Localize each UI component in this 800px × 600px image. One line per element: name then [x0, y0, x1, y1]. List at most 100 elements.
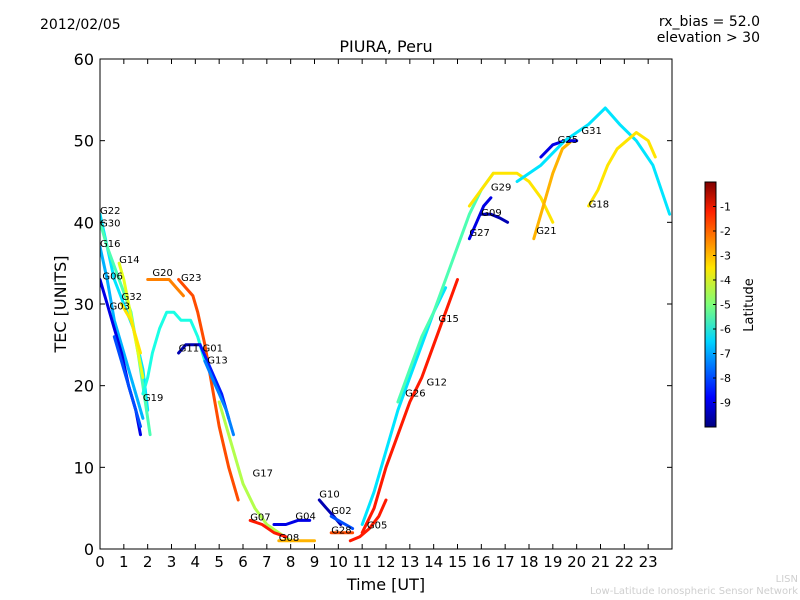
series-line-g15 — [396, 171, 495, 404]
prn-label-g18: G18 — [589, 200, 609, 211]
x-tick-label: 3 — [167, 553, 177, 571]
series-line-g20 — [146, 278, 185, 298]
x-tick-label: 21 — [591, 553, 610, 571]
prn-label-g28: G28 — [331, 526, 351, 537]
prn-label-g10: G10 — [319, 490, 339, 501]
prn-label-g06: G06 — [102, 272, 122, 283]
x-tick-label: 20 — [567, 553, 586, 571]
x-axis-label: Time [UT] — [346, 575, 425, 594]
prn-label-g22: G22 — [100, 206, 120, 217]
series-line-g13 — [203, 359, 235, 437]
x-tick-label: 18 — [519, 553, 538, 571]
prn-label-g07: G07 — [250, 512, 270, 523]
colorbar-tick-label: -3 — [720, 250, 731, 263]
prn-label-g32: G32 — [122, 292, 142, 303]
x-tick-label: 15 — [448, 553, 467, 571]
series-line-g05 — [348, 498, 388, 543]
series-line-g03 — [112, 335, 142, 428]
y-tick-label: 50 — [74, 132, 94, 151]
prn-label-g02: G02 — [331, 506, 351, 517]
elevation-label: elevation > 30 — [656, 30, 760, 46]
colorbar-tick-label: -2 — [720, 225, 731, 238]
prn-label-g16: G16 — [100, 239, 120, 250]
series-line-g29 — [467, 171, 555, 224]
x-tick-label: 2 — [143, 553, 153, 571]
prn-label-g29: G29 — [491, 183, 511, 194]
y-tick-label: 10 — [74, 458, 94, 477]
rx-bias-label: rx_bias = 52.0 — [658, 14, 760, 30]
prn-label-g09: G09 — [481, 208, 501, 219]
x-tick-label: 16 — [472, 553, 491, 571]
colorbar-ticks: -1 -2 -3 -4 -5 -6 -7 -8 -9 — [713, 201, 731, 410]
x-tick-label: 22 — [615, 553, 634, 571]
series-line-g04 — [272, 518, 312, 526]
series-line-g07 — [248, 518, 288, 539]
series-line-g19 — [141, 310, 207, 396]
series-line-g14 — [117, 261, 145, 379]
colorbar-tick-label: -5 — [720, 299, 731, 312]
series-line-g02 — [329, 514, 355, 531]
series-line-g21 — [532, 139, 574, 241]
x-tick-label: 14 — [424, 553, 443, 571]
series-line-g23 — [177, 278, 240, 502]
prn-label-g25: G25 — [558, 135, 578, 146]
prn-label-g20: G20 — [152, 268, 172, 279]
series-line-g31 — [515, 106, 672, 216]
series-line-g17 — [217, 400, 293, 543]
x-tick-label: 23 — [639, 553, 658, 571]
series-line-g26 — [360, 286, 448, 526]
prn-label-g30: G30 — [100, 218, 120, 229]
x-tick-label: 5 — [214, 553, 224, 571]
series-line-g12 — [360, 278, 459, 535]
x-tick-label: 12 — [376, 553, 395, 571]
prn-label-g21: G21 — [536, 226, 556, 237]
x-tick-label: 0 — [95, 553, 105, 571]
prn-label-g04: G04 — [295, 512, 315, 523]
colorbar-tick-label: -8 — [720, 372, 731, 385]
prn-label-g13: G13 — [207, 356, 227, 367]
series-line-g18 — [587, 131, 657, 208]
prn-label-g14: G14 — [119, 255, 139, 266]
colorbar-tick-label: -1 — [720, 201, 731, 214]
prn-label-g11: G11 — [179, 343, 199, 354]
y-tick-label: 40 — [74, 213, 94, 232]
prn-label-g31: G31 — [581, 126, 601, 137]
x-tick-label: 6 — [238, 553, 248, 571]
prn-label-g01: G01 — [203, 343, 223, 354]
colorbar-tick-label: -4 — [720, 274, 731, 287]
credits-acronym: LISN — [775, 574, 798, 585]
x-tick-label: 4 — [191, 553, 201, 571]
series-layer — [100, 106, 672, 543]
y-tick-label: 60 — [74, 50, 94, 69]
prn-label-g12: G12 — [427, 378, 447, 389]
colorbar-tick-label: -9 — [720, 397, 731, 410]
series-line-g09 — [479, 212, 510, 224]
x-tick-label: 7 — [262, 553, 272, 571]
x-tick-label: 17 — [496, 553, 515, 571]
chart-title: PIURA, Peru — [339, 37, 433, 56]
x-tick-label: 13 — [400, 553, 419, 571]
prn-label-g17: G17 — [253, 468, 273, 479]
colorbar-label: Latitude — [742, 278, 757, 332]
x-tick-label: 11 — [353, 553, 372, 571]
series-line-g32 — [120, 302, 142, 355]
prn-label-g23: G23 — [181, 273, 201, 284]
x-tick-label: 10 — [329, 553, 348, 571]
meta-block: rx_bias = 52.0 elevation > 30 — [657, 14, 760, 46]
y-tick-label: 0 — [84, 540, 94, 559]
prn-label-g19: G19 — [143, 393, 163, 404]
axes-layer: 0 1 2 3 4 5 6 7 8 9 10 11 12 13 14 15 16 17 18 19 20 21 22 2301… — [74, 50, 672, 571]
prn-label-g05: G05 — [367, 521, 387, 532]
prn-label-g08: G08 — [279, 533, 299, 544]
date-label: 2012/02/05 — [40, 17, 121, 33]
prn-label-g15: G15 — [438, 314, 458, 325]
credits-name: Low-Latitude Ionospheric Sensor Network — [590, 586, 798, 597]
prn-label-g27: G27 — [469, 228, 489, 239]
series-line-g11 — [177, 343, 202, 355]
x-tick-label: 9 — [310, 553, 320, 571]
colorbar-tick-label: -7 — [720, 348, 731, 361]
credits: LISN Low-Latitude Ionospheric Sensor Net… — [590, 574, 798, 598]
x-tick-label: 19 — [543, 553, 562, 571]
